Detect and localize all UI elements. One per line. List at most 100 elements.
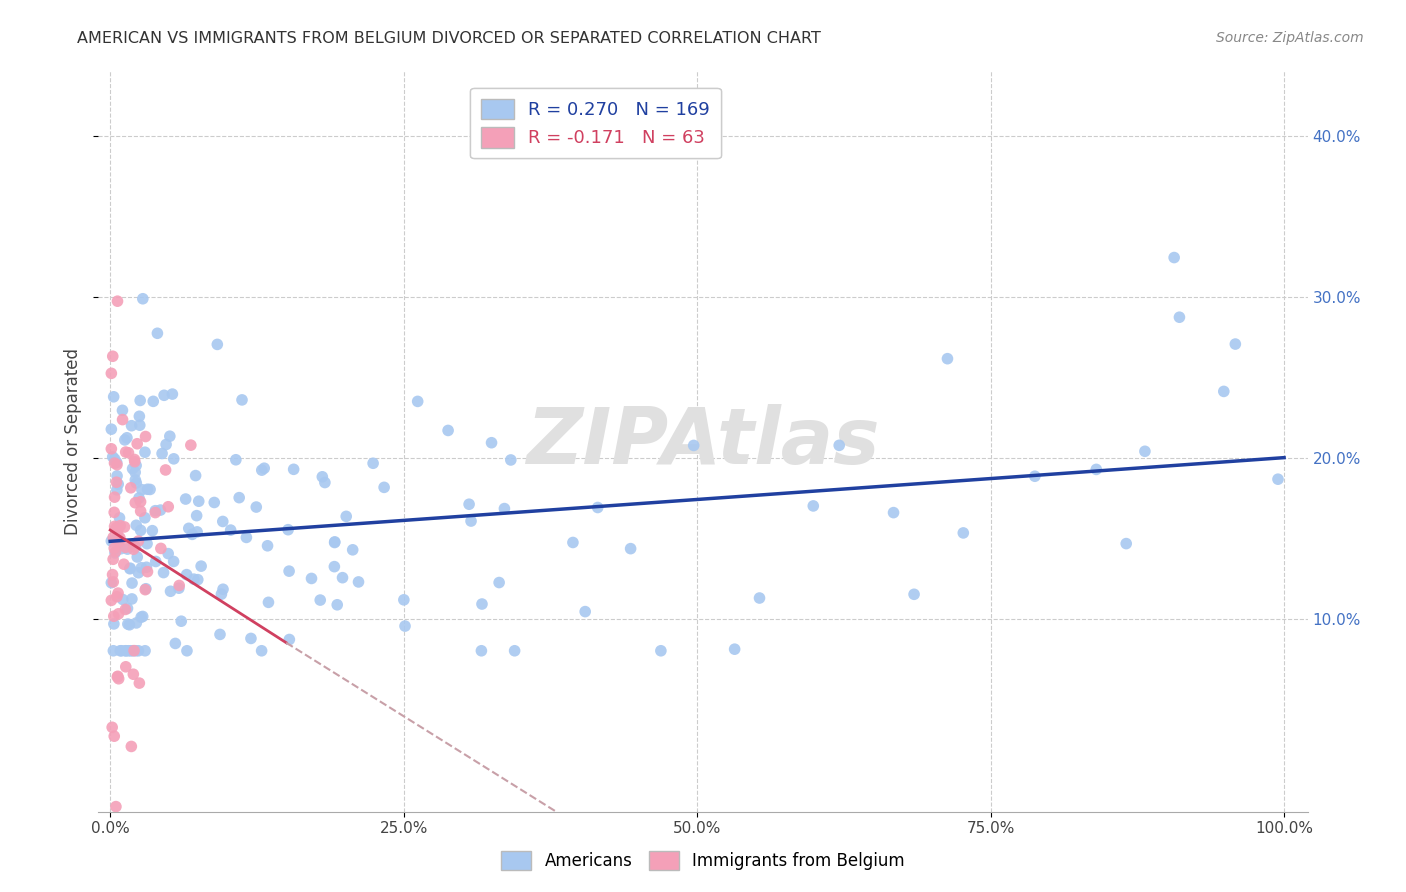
Point [225,452,247,467]
Point [231,392,253,407]
Point [190,559,212,574]
Point [120,481,142,495]
Point [103,490,125,504]
Point [309,593,332,607]
Point [104,519,127,533]
Point [135,560,157,574]
Point [104,799,127,814]
Point [121,576,143,591]
Point [124,496,146,510]
Point [103,530,125,544]
Point [127,644,149,658]
Point [114,602,136,616]
Point [1163,251,1185,265]
Point [181,527,204,541]
Point [1168,310,1191,325]
Point [208,627,231,641]
Point [129,494,152,508]
Point [135,429,157,443]
Point [165,636,187,650]
Point [103,729,125,743]
Point [100,422,122,436]
Point [127,436,149,450]
Point [104,452,127,467]
Point [122,540,145,554]
Point [561,535,583,549]
Point [162,554,184,568]
Point [107,524,129,539]
Point [114,520,136,534]
Point [105,670,128,684]
Text: Source: ZipAtlas.com: Source: ZipAtlas.com [1216,31,1364,45]
Point [100,367,122,381]
Point [125,644,148,658]
Point [323,559,346,574]
Point [141,524,163,538]
Point [121,591,143,606]
Point [207,337,229,351]
Legend: R = 0.270   N = 169, R = -0.171   N = 63: R = 0.270 N = 169, R = -0.171 N = 63 [470,87,720,159]
Point [682,438,704,452]
Point [157,547,180,561]
Point [105,458,128,472]
Point [499,453,522,467]
Point [136,537,159,551]
Point [128,409,150,424]
Point [314,475,336,490]
Point [139,483,162,497]
Point [101,720,124,734]
Point [115,644,138,658]
Point [142,394,165,409]
Point [180,438,202,452]
Point [125,615,148,630]
Point [108,511,131,525]
Point [952,525,974,540]
Point [586,500,609,515]
Point [128,676,150,690]
Text: AMERICAN VS IMMIGRANTS FROM BELGIUM DIVORCED OR SEPARATED CORRELATION CHART: AMERICAN VS IMMIGRANTS FROM BELGIUM DIVO… [77,31,821,46]
Point [177,521,200,535]
Point [111,403,134,417]
Point [128,491,150,505]
Point [110,644,132,658]
Point [122,542,145,557]
Point [103,644,125,658]
Point [323,534,346,549]
Point [103,456,125,470]
Point [186,524,208,539]
Point [131,483,153,497]
Point [157,500,180,514]
Point [650,644,672,658]
Point [114,644,136,658]
Point [124,540,146,554]
Point [361,456,384,470]
Point [121,644,143,658]
Point [125,475,148,490]
Point [107,477,129,491]
Point [143,504,166,518]
Point [125,518,148,533]
Point [120,561,142,575]
Point [488,575,510,590]
Point [183,572,205,586]
Point [574,605,596,619]
Point [1115,536,1137,550]
Point [129,610,152,624]
Point [110,644,132,658]
Point [1212,384,1234,399]
Point [105,521,128,535]
Point [134,445,156,459]
Point [458,497,481,511]
Point [122,667,145,681]
Point [100,533,122,548]
Point [394,619,416,633]
Point [105,533,128,547]
Point [936,351,959,366]
Point [392,592,415,607]
Point [159,584,181,599]
Point [134,582,156,597]
Point [117,617,139,632]
Point [111,412,134,426]
Point [128,418,150,433]
Point [105,469,128,483]
